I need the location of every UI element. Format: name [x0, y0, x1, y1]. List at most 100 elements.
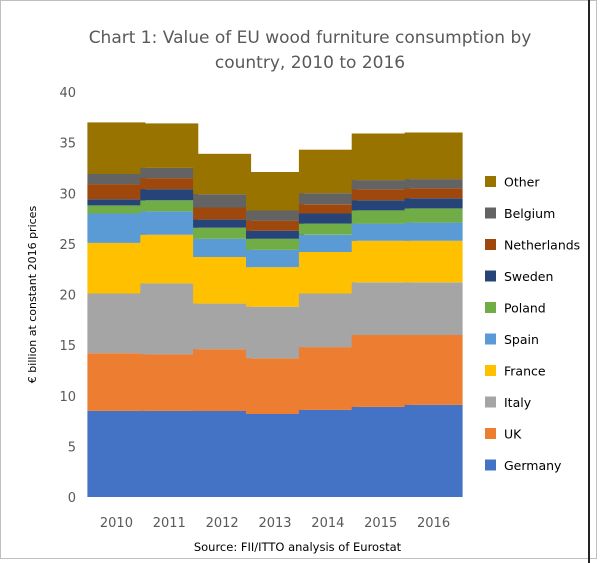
x-tick-label: 2012 [206, 516, 239, 531]
bar-segment-france-2011 [140, 234, 199, 284]
bar-segment-netherlands-2015 [351, 189, 410, 201]
bar-segment-sweden-2010 [87, 199, 146, 206]
x-tick-label: 2016 [417, 516, 450, 531]
bar-segment-sweden-2015 [351, 200, 410, 211]
bar-segment-germany-2015 [351, 406, 410, 497]
bar-segment-poland-2015 [351, 210, 410, 224]
bar-segment-uk-2011 [140, 354, 199, 411]
bar-segment-netherlands-2013 [246, 220, 304, 231]
chart-title: Chart 1: Value of EU wood furniture cons… [88, 28, 532, 48]
bar-segment-germany-2012 [193, 410, 252, 497]
x-tick-label: 2011 [153, 516, 186, 531]
y-tick-label: 20 [59, 289, 76, 304]
bar-segment-other-2014 [298, 149, 357, 194]
bar-segment-sweden-2014 [298, 213, 357, 224]
bar-segment-belgium-2013 [246, 210, 304, 221]
bar-segment-netherlands-2010 [87, 184, 146, 200]
bar-segment-italy-2015 [351, 282, 410, 335]
chart-source-note: Source: FII/ITTO analysis of Eurostat [193, 540, 402, 554]
chart-title-line-2: country, 2010 to 2016 [214, 53, 406, 73]
legend-swatch-belgium [485, 207, 496, 219]
bar-segment-italy-2016 [404, 282, 463, 335]
bar-segment-spain-2011 [140, 211, 199, 235]
bar-segment-other-2012 [193, 153, 252, 195]
bar-segment-belgium-2016 [404, 179, 463, 189]
x-tick-label: 2015 [364, 516, 397, 531]
bar-segment-france-2015 [351, 240, 410, 283]
legend-swatch-france [485, 365, 496, 376]
bar-segment-netherlands-2016 [404, 188, 463, 199]
legend-swatch-poland [485, 302, 496, 313]
bar-segment-germany-2011 [140, 410, 199, 497]
bar-segment-germany-2010 [87, 410, 146, 497]
bar-segment-france-2010 [87, 242, 146, 294]
bar-segment-other-2010 [87, 122, 146, 174]
legend-swatch-uk [485, 428, 496, 439]
legend-label-spain: Spain [504, 332, 539, 347]
legend-label-sweden: Sweden [504, 269, 553, 284]
bar-segment-spain-2013 [246, 250, 304, 268]
bar-segment-italy-2010 [87, 293, 146, 354]
bar-segment-spain-2012 [193, 238, 252, 257]
bar-segment-germany-2014 [298, 409, 357, 497]
legend-label-italy: Italy [504, 395, 532, 410]
y-axis-title: € billion at constant 2016 prices [26, 206, 39, 384]
legend-label-other: Other [504, 175, 540, 190]
y-tick-label: 30 [59, 187, 76, 202]
bar-segment-italy-2013 [246, 306, 304, 359]
bar-segment-italy-2011 [140, 283, 199, 355]
legend-label-germany: Germany [504, 458, 562, 473]
bar-segment-sweden-2011 [140, 189, 199, 201]
bar-segment-netherlands-2012 [193, 207, 252, 220]
legend-label-france: France [504, 364, 546, 379]
bar-segment-spain-2010 [87, 213, 146, 243]
legend-swatch-other [485, 176, 496, 187]
y-tick-label: 0 [68, 491, 76, 506]
bar-segment-germany-2016 [404, 404, 463, 497]
legend-swatch-netherlands [485, 239, 496, 250]
legend-label-belgium: Belgium [504, 206, 555, 221]
legend-swatch-sweden [485, 270, 496, 282]
bar-segment-belgium-2015 [351, 180, 410, 190]
bar-segment-sweden-2016 [404, 198, 463, 209]
legend-swatch-italy [485, 396, 496, 408]
bar-segment-france-2014 [298, 252, 357, 294]
x-tick-label: 2013 [258, 516, 291, 531]
bar-segment-belgium-2012 [193, 194, 252, 208]
bar-segment-spain-2014 [298, 234, 357, 252]
bar-segment-other-2013 [246, 172, 304, 211]
bar-segment-italy-2012 [193, 303, 252, 350]
y-tick-label: 5 [68, 440, 76, 455]
legend-label-uk: UK [504, 427, 522, 442]
bar-segment-belgium-2014 [298, 193, 357, 205]
y-tick-label: 15 [59, 339, 76, 354]
bar-segment-poland-2010 [87, 205, 146, 214]
page-edge-rule [588, 0, 590, 563]
bar-segment-sweden-2012 [193, 219, 252, 228]
bar-segment-uk-2012 [193, 349, 252, 411]
bar-segment-uk-2010 [87, 353, 146, 411]
bar-segment-italy-2014 [298, 293, 357, 348]
bar-segment-uk-2013 [246, 358, 304, 414]
legend-label-poland: Poland [504, 301, 546, 316]
bar-segment-spain-2016 [404, 222, 463, 241]
bar-segment-netherlands-2011 [140, 178, 199, 190]
x-tick-label: 2014 [311, 516, 344, 531]
legend-swatch-germany [485, 459, 496, 471]
bar-segment-poland-2012 [193, 227, 252, 239]
bar-segment-poland-2011 [140, 200, 199, 212]
bar-segment-netherlands-2014 [298, 204, 357, 214]
bar-segment-other-2016 [404, 132, 463, 180]
bar-segment-france-2013 [246, 267, 304, 307]
bar-segment-uk-2015 [351, 335, 410, 407]
x-tick-label: 2010 [100, 516, 133, 531]
bar-segment-poland-2016 [404, 208, 463, 223]
bar-segment-sweden-2013 [246, 230, 304, 239]
bar-segment-spain-2015 [351, 223, 410, 241]
y-tick-label: 25 [59, 238, 76, 253]
y-tick-label: 40 [59, 86, 76, 101]
legend-label-netherlands: Netherlands [504, 238, 580, 253]
bar-segment-uk-2014 [298, 347, 357, 410]
bar-segment-other-2015 [351, 133, 410, 181]
